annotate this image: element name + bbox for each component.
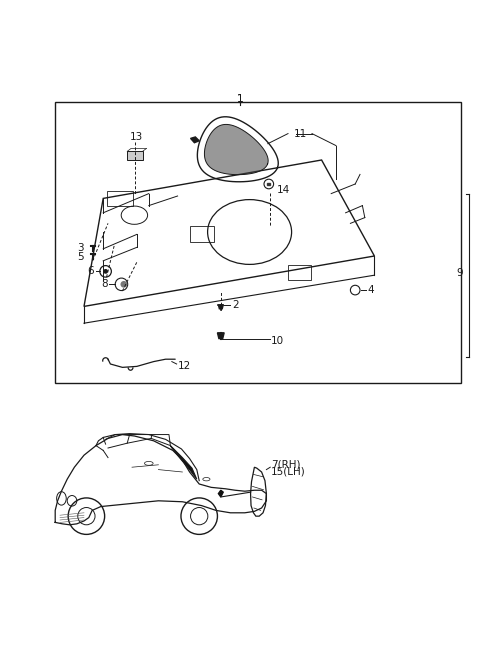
Text: 1: 1 bbox=[237, 94, 243, 104]
Circle shape bbox=[120, 281, 127, 288]
Text: 5: 5 bbox=[77, 252, 84, 262]
Circle shape bbox=[103, 269, 108, 274]
Text: 13: 13 bbox=[130, 133, 143, 142]
Polygon shape bbox=[191, 137, 199, 143]
Text: 11: 11 bbox=[293, 129, 307, 138]
Text: 15(LH): 15(LH) bbox=[271, 467, 306, 477]
Text: 8: 8 bbox=[101, 279, 108, 289]
Text: 6: 6 bbox=[87, 266, 94, 276]
Text: 7(RH): 7(RH) bbox=[271, 460, 300, 470]
Bar bbox=[190, 226, 214, 241]
Bar bbox=[288, 264, 311, 280]
Polygon shape bbox=[218, 490, 223, 497]
Text: 12: 12 bbox=[178, 361, 191, 371]
Bar bbox=[55, 102, 461, 383]
Bar bbox=[127, 152, 143, 160]
Polygon shape bbox=[217, 333, 224, 338]
Text: 9: 9 bbox=[456, 268, 463, 277]
Polygon shape bbox=[204, 125, 268, 174]
Text: 14: 14 bbox=[276, 185, 290, 195]
Text: 10: 10 bbox=[271, 336, 284, 346]
Polygon shape bbox=[218, 305, 223, 309]
Polygon shape bbox=[170, 445, 197, 479]
Text: 2: 2 bbox=[232, 300, 239, 310]
Text: 3: 3 bbox=[77, 243, 84, 253]
Text: 1: 1 bbox=[237, 94, 243, 104]
Text: 4: 4 bbox=[367, 285, 374, 295]
